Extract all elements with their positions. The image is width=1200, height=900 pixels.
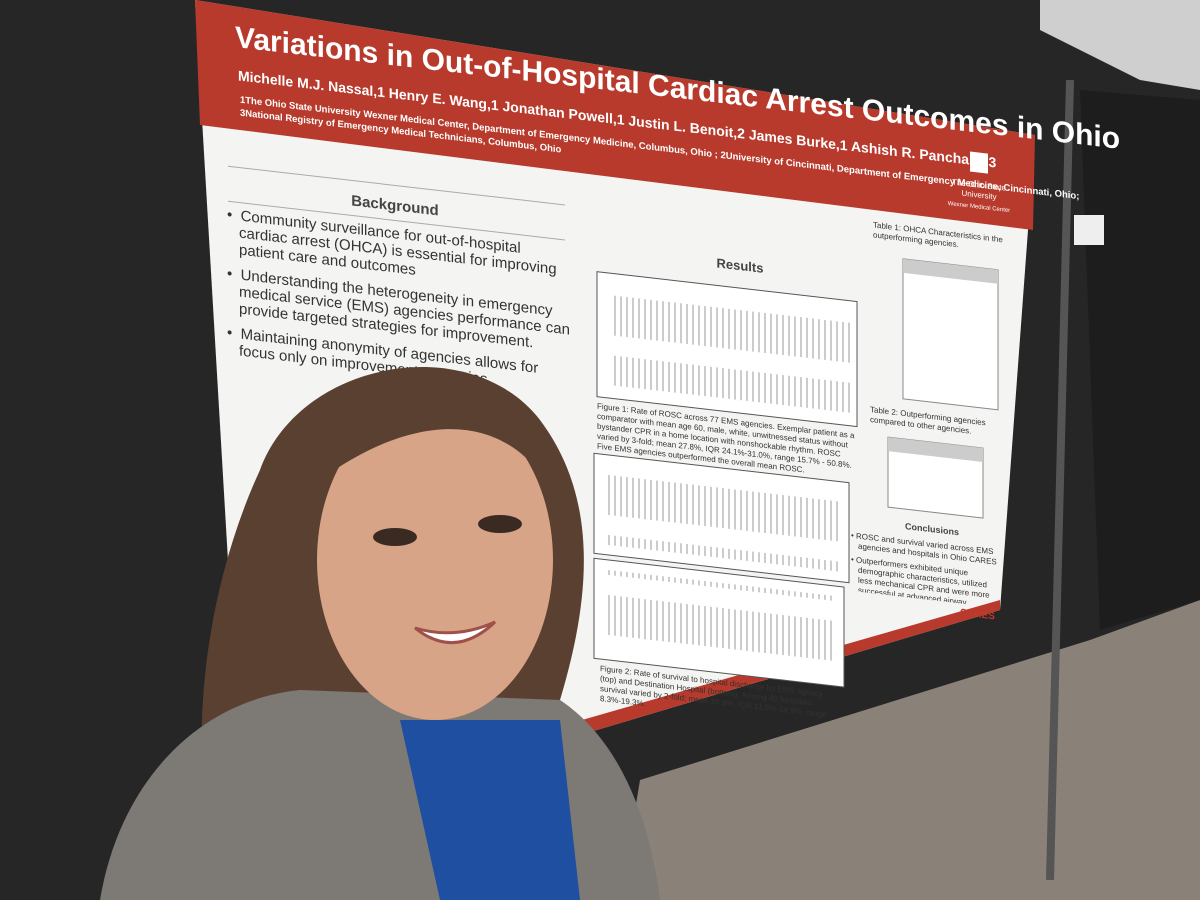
ceiling [1040,0,1200,90]
blouse [400,720,580,900]
fringe [320,377,556,500]
plot-marks [605,569,835,677]
eye [478,515,522,533]
table-header [888,437,983,463]
osu-block-o [970,151,988,174]
note-card [1074,215,1104,245]
rule [228,165,565,206]
logo-text: University [961,189,996,202]
face [317,400,553,720]
plot-marks [610,285,850,413]
rule [228,200,565,241]
person [100,367,660,900]
eye [373,528,417,546]
table-header [903,258,998,284]
section-heading: Results [717,255,764,275]
side-board [1080,90,1200,630]
smile [414,620,497,644]
plot-marks [605,464,840,572]
cares-logo: CARES [960,607,995,622]
stand-pole [1046,79,1074,881]
poster-header [195,0,1035,230]
